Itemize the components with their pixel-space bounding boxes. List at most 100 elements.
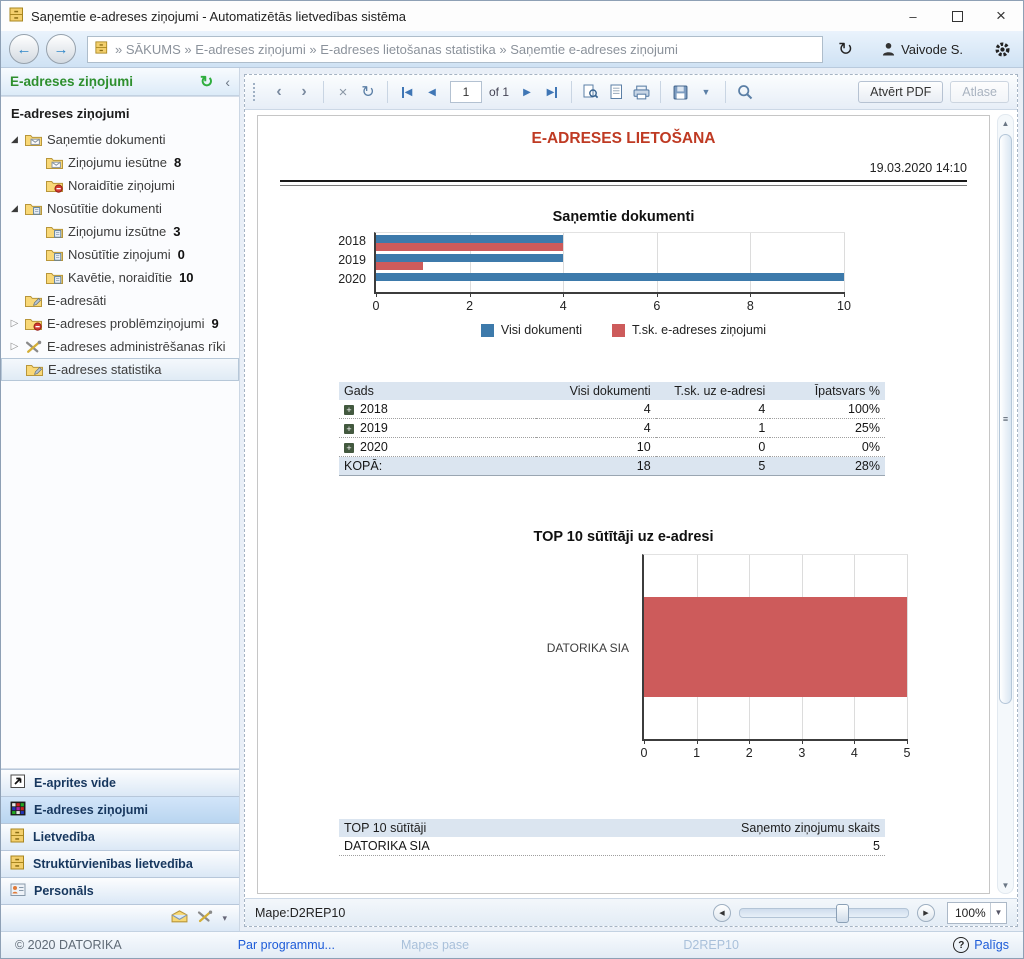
tree-item[interactable]: E-adreses statistika [1,358,239,381]
folder-mail-icon [25,133,42,147]
sidebar-collapse-icon[interactable]: ‹ [225,73,230,90]
back-button[interactable]: ← [9,34,39,64]
tree-item[interactable]: Ziņojumu izsūtne 3 [1,220,239,243]
folder-sent-icon [25,202,42,216]
table-total-row: KOPĀ: 18 5 28% [339,456,885,476]
navigation-bar: ← → » SĀKUMS » E-adreses ziņojumi » E-ad… [1,31,1023,68]
first-page-button[interactable]: ◀ [396,81,418,103]
chart1-category-label: 2019 [338,253,366,267]
tree-item[interactable]: ◢ Nosūtītie dokumenti [1,197,239,220]
tree-item[interactable]: ▷ E-adreses administrēšanas rīki [1,335,239,358]
module-panel[interactable]: Personāls [1,878,239,905]
sidebar-title: E-adreses ziņojumi [10,74,134,89]
expand-plus-icon[interactable]: + [344,424,354,434]
legend-swatch [480,323,494,337]
tree-item[interactable]: ◢ Saņemtie dokumenti [1,128,239,151]
chart-bar [644,597,907,697]
minimize-button[interactable]: – [909,8,917,24]
folder-sent-icon [46,225,63,239]
tree-item[interactable]: E-adresāti [1,289,239,312]
mail-open-icon[interactable] [171,910,188,926]
axis-tick [469,292,471,297]
about-link[interactable]: Par programmu... [237,938,335,952]
tools-caret-icon[interactable]: ▾ [222,912,227,923]
tree-item[interactable]: ▷ E-adreses problēmziņojumi 9 [1,312,239,335]
axis-tick-label: 4 [559,299,567,313]
history-back-button[interactable]: ‹ [276,83,282,100]
tools-icon[interactable] [197,910,213,926]
expanded-icon[interactable]: ◢ [11,203,18,213]
app-icon [9,7,24,25]
collapsed-icon[interactable]: ▷ [10,318,19,329]
search-button[interactable] [734,81,756,103]
gridline [469,233,471,292]
expand-plus-icon[interactable]: + [344,443,354,453]
axis-tick [376,292,377,297]
tree-item-count: 8 [174,155,182,170]
folder-sent-icon [46,248,63,262]
tree-item-label: Nosūtītie ziņojumi [68,247,171,262]
zoom-select[interactable]: 100% ▼ [947,901,1007,924]
module-panel[interactable]: E-adreses ziņojumi [1,797,239,824]
collapsed-icon[interactable]: ▷ [10,341,19,352]
close-button[interactable]: × [996,6,1006,25]
next-page-button[interactable]: ▶ [516,81,538,103]
module-panel[interactable]: Struktūrvienības lietvedība [1,851,239,878]
zoom-caret-icon[interactable]: ▼ [990,902,1006,923]
axis-tick [854,739,856,744]
table-cell: +2019 [339,418,536,438]
last-page-button[interactable]: ▶ [541,81,563,103]
scrollbar-thumb[interactable]: ≡ [999,134,1012,704]
vertical-scrollbar[interactable]: ▲ ≡ ▼ [997,114,1014,894]
export-caret-button[interactable]: ▼ [701,87,711,97]
zoom-in-button[interactable]: ▶ [917,903,935,922]
forward-button[interactable]: → [46,34,76,64]
scroll-up-icon[interactable]: ▲ [1001,118,1010,128]
axis-tick-label: 2 [466,299,474,313]
tree-item[interactable]: Ziņojumu iesūtne 8 [1,151,239,174]
user-menu[interactable]: Vaivode S. [882,42,963,57]
toolbar-separator [571,81,573,103]
tree-item[interactable]: Kavētie, noraidītie 10 [1,266,239,289]
zoom-out-button[interactable]: ◀ [713,903,731,922]
print-preview-icon [583,84,599,99]
chart-bar [376,273,844,281]
module-panel[interactable]: Lietvedība [1,824,239,851]
export-save-button[interactable] [669,81,691,103]
tree-item[interactable]: Nosūtītie ziņojumi 0 [1,243,239,266]
sidebar-refresh-icon[interactable]: ↻ [199,73,214,91]
tree-item-count: 10 [179,270,194,285]
tree-item[interactable]: Noraidītie ziņojumi [1,174,239,197]
breadcrumb[interactable]: » SĀKUMS » E-adreses ziņojumi » E-adrese… [87,35,823,63]
axis-tick [563,292,565,297]
module-panel[interactable]: E-aprites vide [1,770,239,797]
axis-tick-label: 10 [837,299,851,313]
open-pdf-button[interactable]: Atvērt PDF [858,81,944,103]
tree-item-count: 0 [177,247,185,262]
expand-plus-icon[interactable]: + [344,405,354,415]
zoom-slider[interactable] [739,903,909,923]
maximize-button[interactable] [935,1,979,31]
tree-root-label[interactable]: E-adreses ziņojumi [11,106,130,121]
cancel-button[interactable]: × [338,83,348,101]
prev-page-button[interactable]: ◀ [421,81,443,103]
legend-label: T.sk. e-adreses ziņojumi [631,323,767,337]
reload-report-button[interactable]: ↻ [361,84,375,101]
sidebar-header: E-adreses ziņojumi ↻ ‹ [1,68,239,96]
table-cell: 0 [655,437,771,457]
scroll-down-icon[interactable]: ▼ [1001,880,1010,890]
page-number-input[interactable]: 1 [450,81,482,103]
print-button[interactable] [630,81,652,103]
history-forward-button[interactable]: › [301,83,307,100]
page-setup-button[interactable] [605,81,627,103]
help-link[interactable]: ? Palīgs [953,937,1009,953]
prev-page-icon: ◀ [428,86,436,98]
zoom-slider-handle[interactable] [835,903,849,923]
refresh-button[interactable]: ↻ [837,38,854,59]
folder-sent-icon [46,271,63,285]
print-preview-button[interactable] [580,81,602,103]
top10-senders-table: TOP 10 sūtītāji Saņemto ziņojumu skaits DA… [339,819,885,856]
folder-mail-icon [46,156,63,170]
settings-button[interactable] [994,41,1011,58]
expanded-icon[interactable]: ◢ [11,134,18,144]
